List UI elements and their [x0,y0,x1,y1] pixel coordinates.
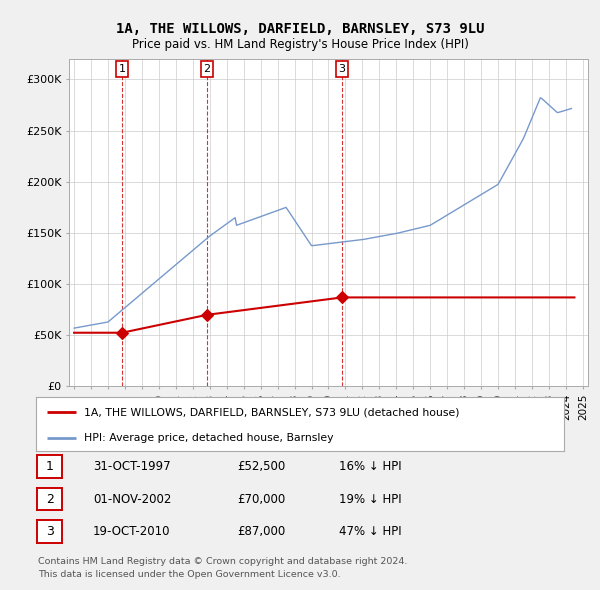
Text: 2: 2 [46,493,54,506]
Text: 16% ↓ HPI: 16% ↓ HPI [339,460,401,473]
Text: £70,000: £70,000 [237,493,285,506]
Text: £87,000: £87,000 [237,525,285,538]
Point [202,310,212,320]
Text: 01-NOV-2002: 01-NOV-2002 [93,493,172,506]
Text: This data is licensed under the Open Government Licence v3.0.: This data is licensed under the Open Gov… [38,571,340,579]
Text: 1A, THE WILLOWS, DARFIELD, BARNSLEY, S73 9LU: 1A, THE WILLOWS, DARFIELD, BARNSLEY, S73… [116,22,484,36]
Text: 1: 1 [119,64,125,74]
Text: Contains HM Land Registry data © Crown copyright and database right 2024.: Contains HM Land Registry data © Crown c… [38,558,407,566]
Text: £52,500: £52,500 [237,460,285,473]
Text: HPI: Average price, detached house, Barnsley: HPI: Average price, detached house, Barn… [83,433,333,442]
Text: 3: 3 [46,525,54,538]
Text: 3: 3 [338,64,346,74]
Text: 19% ↓ HPI: 19% ↓ HPI [339,493,401,506]
Text: Price paid vs. HM Land Registry's House Price Index (HPI): Price paid vs. HM Land Registry's House … [131,38,469,51]
Text: 47% ↓ HPI: 47% ↓ HPI [339,525,401,538]
Point [117,328,127,337]
Point [337,293,347,302]
Text: 1A, THE WILLOWS, DARFIELD, BARNSLEY, S73 9LU (detached house): 1A, THE WILLOWS, DARFIELD, BARNSLEY, S73… [83,407,459,417]
Text: 31-OCT-1997: 31-OCT-1997 [93,460,170,473]
Text: 2: 2 [203,64,211,74]
Text: 19-OCT-2010: 19-OCT-2010 [93,525,170,538]
Text: 1: 1 [46,460,54,473]
